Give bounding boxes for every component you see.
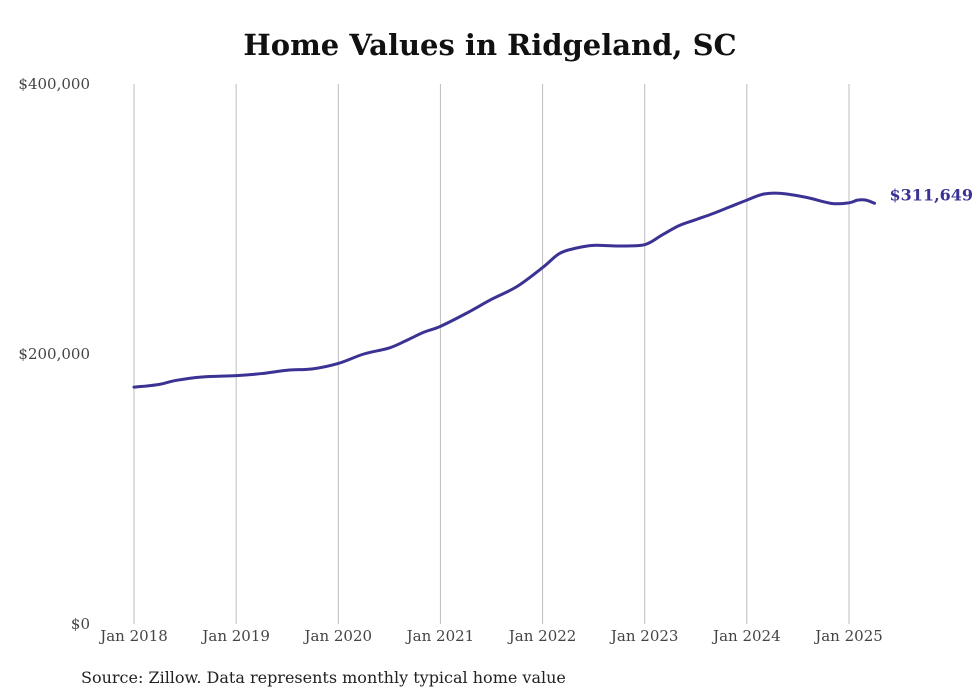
x-tick-label: Jan 2024 <box>711 627 781 645</box>
x-tick-label: Jan 2025 <box>813 627 883 645</box>
y-tick-label: $400,000 <box>18 75 90 93</box>
y-tick-label: $0 <box>71 615 90 633</box>
chart-title: Home Values in Ridgeland, SC <box>243 28 737 62</box>
vertical-gridlines <box>133 84 850 624</box>
x-tick-label: Jan 2023 <box>609 627 679 645</box>
x-axis-ticks: Jan 2018 Jan 2019 Jan 2020 Jan 2021 Jan 2022… <box>98 627 883 645</box>
series-lines: $311,649 <box>132 185 974 389</box>
source-note: Source: Zillow. Data represents monthly … <box>81 668 566 687</box>
x-tick-label: Jan 2021 <box>405 627 475 645</box>
x-tick-label: Jan 2018 <box>98 627 168 645</box>
end-value-label: $311,649 <box>890 185 974 204</box>
x-tick-label: Jan 2022 <box>507 627 577 645</box>
x-tick-label: Jan 2019 <box>200 627 270 645</box>
series-line <box>132 191 877 389</box>
y-axis-ticks: $0 $200,000 $400,000 <box>18 75 90 633</box>
x-tick-label: Jan 2020 <box>303 627 373 645</box>
y-tick-label: $200,000 <box>18 345 90 363</box>
